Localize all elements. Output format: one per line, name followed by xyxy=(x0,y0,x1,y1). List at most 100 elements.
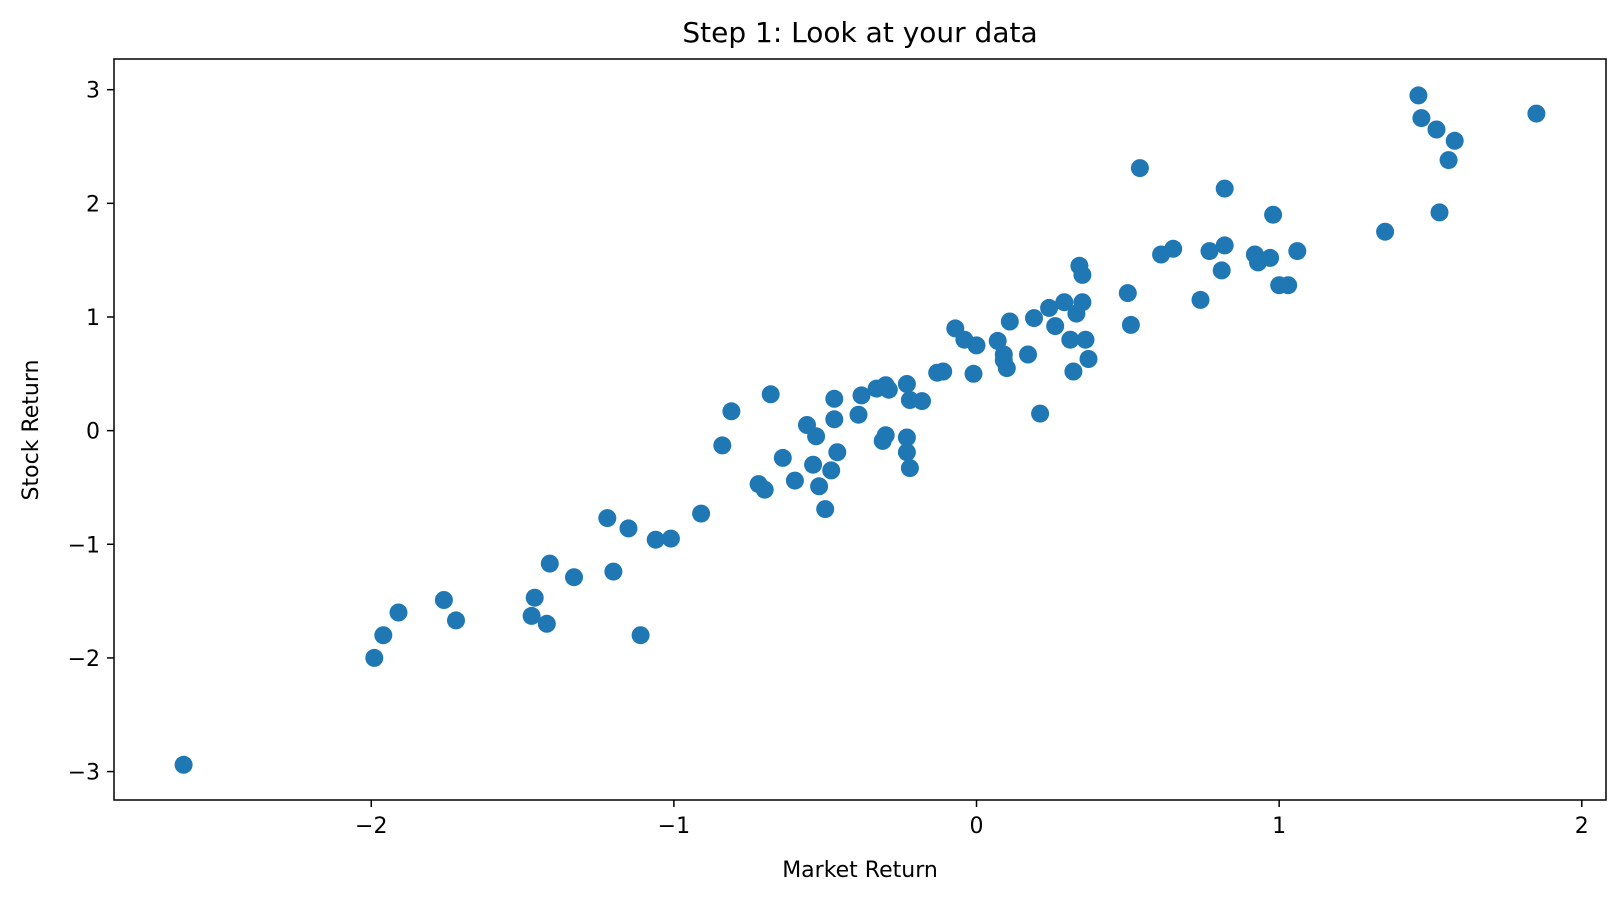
y-tick-label: −3 xyxy=(68,761,100,786)
data-point xyxy=(722,402,741,421)
data-point xyxy=(631,626,650,645)
data-point xyxy=(619,519,638,538)
x-tick-label: 2 xyxy=(1575,814,1589,839)
data-point xyxy=(1019,345,1037,364)
y-axis-label: Stock Return xyxy=(19,360,44,501)
data-point xyxy=(598,509,617,528)
data-point xyxy=(1073,293,1092,312)
data-point xyxy=(1200,242,1219,261)
data-point xyxy=(1130,159,1149,178)
data-point xyxy=(389,603,408,622)
data-point xyxy=(967,336,986,355)
data-point xyxy=(828,443,847,462)
data-point xyxy=(1046,317,1065,336)
data-point xyxy=(1264,205,1283,224)
plot-area-frame xyxy=(113,58,1607,801)
data-point xyxy=(804,455,823,474)
y-axis-ticks: −3 −2 −1 0 1 2 3 xyxy=(68,79,114,786)
data-point xyxy=(374,626,393,645)
data-point xyxy=(1261,248,1280,267)
data-point xyxy=(997,359,1016,378)
data-point xyxy=(713,436,732,455)
data-point xyxy=(540,554,559,573)
data-point xyxy=(785,471,804,490)
data-point xyxy=(934,362,953,381)
data-point xyxy=(849,405,868,424)
data-point xyxy=(1191,290,1210,309)
y-tick-label: 1 xyxy=(86,306,100,331)
data-point xyxy=(522,606,541,625)
x-tick-label: −2 xyxy=(355,814,387,839)
data-point xyxy=(692,504,711,523)
data-point xyxy=(810,477,829,496)
data-point xyxy=(897,428,916,447)
x-tick-label: 1 xyxy=(1272,814,1286,839)
y-tick-label: −1 xyxy=(68,533,100,558)
data-point xyxy=(365,648,384,667)
y-tick-label: 0 xyxy=(86,420,100,445)
data-point xyxy=(1288,242,1307,261)
y-tick-label: −2 xyxy=(68,647,100,672)
data-point xyxy=(1279,276,1298,295)
data-point xyxy=(897,375,916,393)
data-point xyxy=(1215,236,1234,255)
data-point xyxy=(1079,350,1098,368)
data-point xyxy=(661,529,680,548)
data-point xyxy=(852,386,871,405)
data-point xyxy=(755,480,774,499)
data-point xyxy=(1061,330,1080,349)
data-point xyxy=(1376,222,1395,241)
data-point xyxy=(1412,109,1431,128)
data-point xyxy=(876,426,895,445)
data-point xyxy=(525,588,544,607)
data-point xyxy=(825,389,844,408)
data-point xyxy=(1430,203,1449,222)
data-point xyxy=(174,755,193,774)
data-point xyxy=(1025,309,1043,328)
data-point xyxy=(761,385,780,404)
data-point xyxy=(1031,404,1050,423)
x-axis-ticks: −2 −1 0 1 2 xyxy=(355,800,1589,839)
x-tick-label: 0 xyxy=(970,814,984,839)
data-point xyxy=(897,443,916,462)
data-point xyxy=(1409,86,1428,105)
x-axis-label: Market Return xyxy=(782,858,938,883)
data-point xyxy=(964,364,983,383)
data-point xyxy=(1164,239,1183,258)
data-point xyxy=(816,500,835,519)
data-points xyxy=(174,86,1546,774)
data-point xyxy=(1427,120,1446,139)
data-point xyxy=(1121,315,1140,334)
data-point xyxy=(565,568,583,587)
data-point xyxy=(646,530,665,549)
data-point xyxy=(1215,179,1234,198)
data-point xyxy=(1055,293,1074,312)
data-point xyxy=(879,380,898,399)
data-point xyxy=(1439,151,1458,170)
data-point xyxy=(1527,104,1546,123)
data-point xyxy=(1212,261,1231,280)
data-point xyxy=(1073,265,1092,284)
data-point xyxy=(773,448,792,467)
data-point xyxy=(434,591,453,609)
y-tick-label: 2 xyxy=(86,192,100,217)
data-point xyxy=(1040,298,1059,317)
data-point xyxy=(900,459,919,478)
data-point xyxy=(1076,330,1095,349)
data-point xyxy=(1118,284,1137,303)
data-point xyxy=(807,427,826,446)
data-point xyxy=(537,614,556,633)
data-point xyxy=(1445,131,1464,150)
chart-title: Step 1: Look at your data xyxy=(682,16,1037,49)
data-point xyxy=(913,392,931,411)
data-point xyxy=(604,562,623,581)
data-point xyxy=(988,331,1007,350)
x-tick-label: −1 xyxy=(658,814,690,839)
data-point xyxy=(825,410,844,429)
data-point xyxy=(1064,362,1083,381)
data-point xyxy=(1000,312,1019,331)
data-point xyxy=(447,611,465,630)
data-point xyxy=(822,461,841,480)
